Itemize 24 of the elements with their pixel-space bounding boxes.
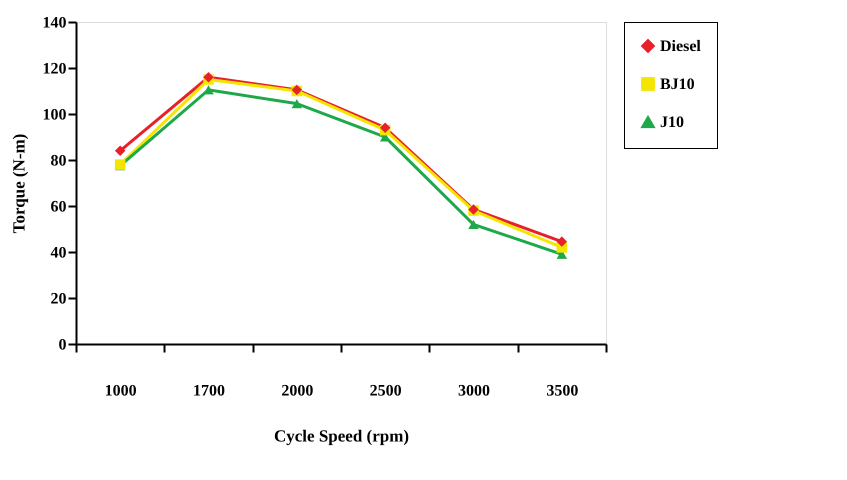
point bbox=[556, 236, 568, 247]
x-tick-label: 3000 bbox=[458, 382, 490, 400]
y-tick-label: 80 bbox=[50, 152, 66, 170]
point bbox=[203, 72, 214, 82]
legend-label: J10 bbox=[660, 114, 684, 131]
point bbox=[114, 146, 126, 156]
y-axis-title: Torque (N-m) bbox=[10, 134, 28, 234]
x-tick-label: 1000 bbox=[104, 382, 137, 400]
y-tick-label: 120 bbox=[42, 60, 66, 78]
legend-label: Diesel bbox=[660, 38, 702, 55]
point bbox=[292, 99, 302, 108]
x-tick-label: 1700 bbox=[193, 382, 225, 400]
y-tick-label: 60 bbox=[50, 198, 66, 216]
point bbox=[468, 220, 479, 229]
y-tick-label: 0 bbox=[58, 336, 66, 354]
y-tick-label: 40 bbox=[50, 244, 66, 262]
y-tick-label: 20 bbox=[50, 290, 66, 308]
x-axis-title: Cycle Speed (rpm) bbox=[274, 426, 410, 446]
y-tick-label: 140 bbox=[42, 14, 66, 32]
y-tick-label: 100 bbox=[42, 106, 66, 124]
x-tick-label: 2000 bbox=[281, 382, 314, 400]
x-tick-label: 2500 bbox=[370, 382, 402, 400]
x-tick-label: 3500 bbox=[546, 382, 578, 400]
legend-label: BJ10 bbox=[660, 76, 695, 93]
